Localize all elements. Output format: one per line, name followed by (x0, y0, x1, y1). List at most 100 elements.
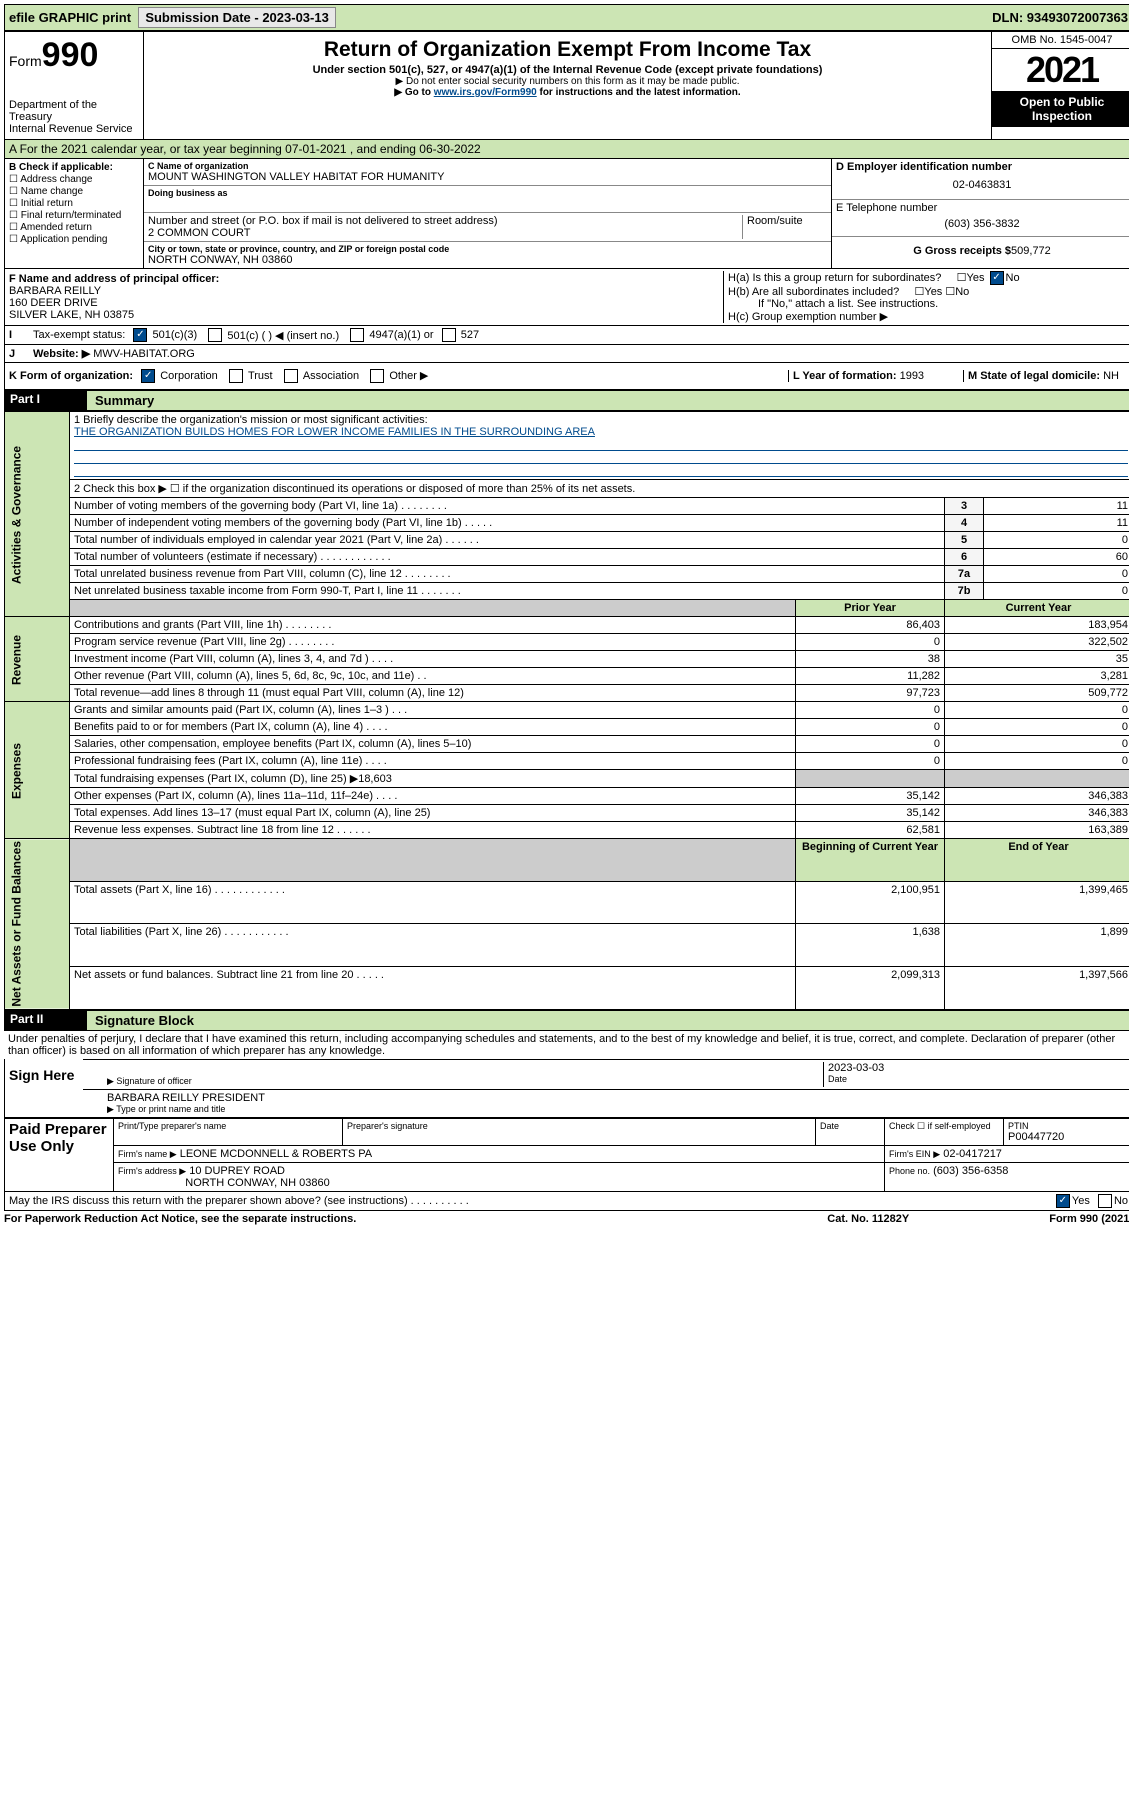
year-lbl: L Year of formation: (793, 370, 897, 382)
officer-name: BARBARA REILLY (9, 285, 723, 297)
chk-pending[interactable]: Application pending (9, 234, 139, 245)
summary-table: Activities & Governance 1 Briefly descri… (4, 411, 1129, 1010)
firm-lbl: Firm's name ▶ (118, 1149, 177, 1159)
mission: THE ORGANIZATION BUILDS HOMES FOR LOWER … (74, 426, 1128, 438)
firm-ein: 02-0417217 (943, 1148, 1002, 1160)
sig-date: 2023-03-03 (828, 1062, 1128, 1074)
row-i: I Tax-exempt status: 501(c)(3) 501(c) ( … (4, 325, 1129, 345)
chk-assoc[interactable] (284, 369, 298, 383)
part-i-sub: Summary (86, 390, 1129, 411)
dept-treasury: Department of the Treasury (9, 99, 139, 123)
website-lbl: Website: ▶ (33, 347, 90, 360)
note-goto-post: for instructions and the latest informat… (537, 87, 741, 98)
hb-text: H(b) Are all subordinates included? (728, 286, 899, 298)
end-year-hdr: End of Year (945, 839, 1129, 882)
prep-sig-lbl: Preparer's signature (347, 1121, 811, 1131)
may-yes[interactable] (1056, 1194, 1070, 1208)
chk-final[interactable]: Final return/terminated (9, 210, 139, 221)
form-ref: Form 990 (2021) (1049, 1213, 1129, 1225)
check-if-applicable: B Check if applicable: Address change Na… (5, 159, 144, 268)
chk-initial[interactable]: Initial return (9, 198, 139, 209)
dln: DLN: 93493072007363 (992, 10, 1128, 25)
org-info-box: B Check if applicable: Address change Na… (4, 159, 1129, 269)
city-lbl: City or town, state or province, country… (148, 244, 827, 254)
tax-year: 2021 (992, 49, 1129, 91)
chk-corp[interactable] (141, 369, 155, 383)
org-details: C Name of organization MOUNT WASHINGTON … (144, 159, 831, 268)
row-j: J Website: ▶ MWV-HABITAT.ORG (4, 345, 1129, 363)
header-left: Form990 Department of the Treasury Inter… (5, 32, 144, 139)
side-gov: Activities & Governance (5, 412, 70, 617)
row-f-h: F Name and address of principal officer:… (4, 269, 1129, 326)
part-ii-sub: Signature Block (86, 1010, 1129, 1031)
gov-row: Net unrelated business taxable income fr… (5, 583, 1129, 600)
line1-lbl: 1 Briefly describe the organization's mi… (74, 414, 1128, 426)
gross-receipts: 509,772 (1011, 245, 1051, 257)
chk-4947[interactable] (350, 328, 364, 342)
header-mid: Return of Organization Exempt From Incom… (144, 32, 991, 139)
part-i-hdr: Part I (4, 390, 86, 411)
note-goto-pre: ▶ Go to (394, 87, 433, 98)
chk-other[interactable] (370, 369, 384, 383)
form-subtitle: Under section 501(c), 527, or 4947(a)(1)… (148, 64, 987, 76)
cat-no: Cat. No. 11282Y (827, 1213, 909, 1225)
check-b-title: B Check if applicable: (9, 162, 139, 173)
begin-year-hdr: Beginning of Current Year (796, 839, 945, 882)
prep-check-lbl: Check ☐ if self-employed (889, 1121, 999, 1132)
col-d: D Employer identification number 02-0463… (831, 159, 1129, 268)
gov-row: Total number of individuals employed in … (5, 532, 1129, 549)
addr-lbl: Number and street (or P.O. box if mail i… (148, 215, 742, 227)
org-name-lbl: C Name of organization (148, 161, 827, 171)
form-title: Return of Organization Exempt From Incom… (148, 38, 987, 62)
row-a: A For the 2021 calendar year, or tax yea… (4, 140, 1129, 159)
form-org-lbl: K Form of organization: (9, 370, 133, 382)
side-exp: Expenses (5, 702, 70, 839)
prior-year-hdr: Prior Year (796, 600, 945, 617)
year-formation: 1993 (900, 370, 924, 382)
chk-527[interactable] (442, 328, 456, 342)
hc-text: H(c) Group exemption number ▶ (728, 310, 1128, 323)
may-text: May the IRS discuss this return with the… (9, 1195, 1054, 1207)
ptin-lbl: PTIN (1008, 1121, 1128, 1131)
sign-here: Sign Here (5, 1059, 83, 1117)
part-ii-hdr: Part II (4, 1010, 86, 1031)
tax-exempt-lbl: Tax-exempt status: (33, 329, 125, 341)
org-name: MOUNT WASHINGTON VALLEY HABITAT FOR HUMA… (148, 171, 827, 183)
telephone: (603) 356-3832 (836, 214, 1128, 234)
note-ssn: ▶ Do not enter social security numbers o… (148, 76, 987, 87)
firm-phone: (603) 356-6358 (933, 1165, 1008, 1177)
state-domicile: NH (1103, 370, 1119, 382)
prep-date-lbl: Date (820, 1121, 880, 1131)
gov-row: Number of independent voting members of … (5, 515, 1129, 532)
irs-link[interactable]: www.irs.gov/Form990 (434, 87, 537, 98)
hb-note: If "No," attach a list. See instructions… (728, 298, 1128, 310)
may-no[interactable] (1098, 1194, 1112, 1208)
form-label: Form (9, 53, 42, 69)
preparer-table: Paid Preparer Use Only Print/Type prepar… (4, 1118, 1129, 1192)
chk-name[interactable]: Name change (9, 186, 139, 197)
footer: For Paperwork Reduction Act Notice, see … (4, 1211, 1129, 1227)
chk-address[interactable]: Address change (9, 174, 139, 185)
firm-name: LEONE MCDONNELL & ROBERTS PA (180, 1148, 372, 1160)
gov-row: Number of voting members of the governin… (5, 498, 1129, 515)
row-k-l-m: K Form of organization: Corporation Trus… (4, 363, 1129, 390)
penalty-text: Under penalties of perjury, I declare th… (4, 1031, 1129, 1059)
sig-officer-lbl: Signature of officer (107, 1076, 823, 1087)
chk-501c3[interactable] (133, 328, 147, 342)
officer-addr2: SILVER LAKE, NH 03875 (9, 309, 723, 321)
gov-row: Total unrelated business revenue from Pa… (5, 566, 1129, 583)
paid-preparer: Paid Preparer Use Only (5, 1118, 114, 1191)
officer-addr1: 160 DEER DRIVE (9, 297, 723, 309)
gov-row: Total number of volunteers (estimate if … (5, 549, 1129, 566)
open-inspection: Open to Public Inspection (992, 91, 1129, 127)
prep-name-lbl: Print/Type preparer's name (118, 1121, 338, 1131)
chk-501c[interactable] (208, 328, 222, 342)
state-lbl: M State of legal domicile: (968, 370, 1100, 382)
may-discuss: May the IRS discuss this return with the… (4, 1192, 1129, 1211)
line2: 2 Check this box ▶ ☐ if the organization… (70, 480, 1129, 498)
signature-block: Sign Here Signature of officer 2023-03-0… (4, 1059, 1129, 1118)
ha-no-checkbox[interactable] (990, 271, 1004, 285)
chk-amended[interactable]: Amended return (9, 222, 139, 233)
firm-addr1: 10 DUPREY ROAD (189, 1165, 285, 1177)
chk-trust[interactable] (229, 369, 243, 383)
